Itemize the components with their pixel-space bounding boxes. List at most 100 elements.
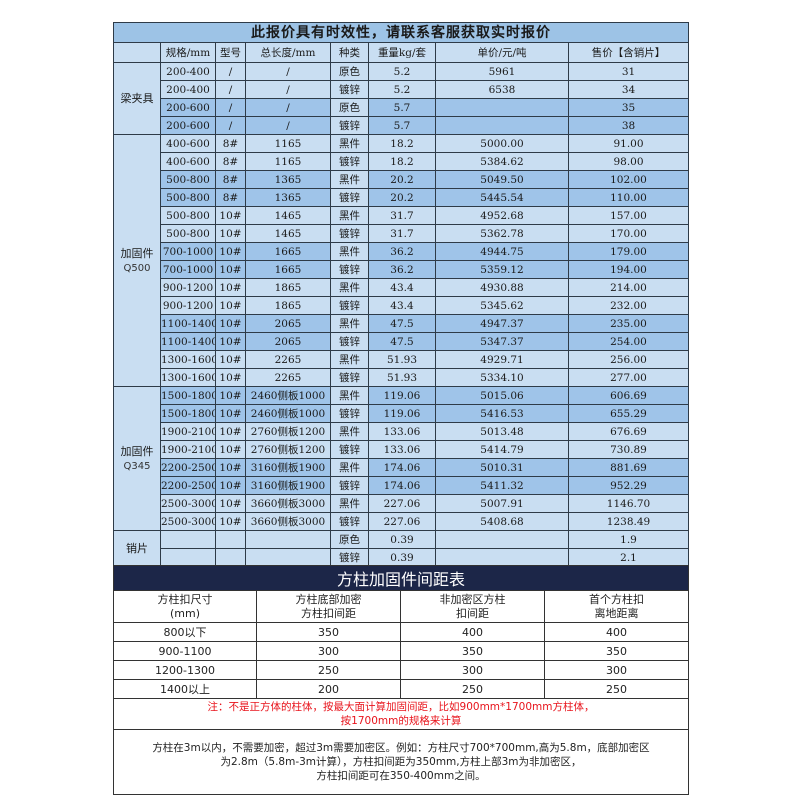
table-cell: 300 — [543, 660, 690, 680]
table-cell: 214.00 — [568, 278, 689, 297]
table-cell — [245, 530, 331, 549]
price-table-title: 此报价具有时效性，请联系客服获取实时报价 — [113, 22, 689, 43]
table-cell: / — [245, 62, 331, 81]
table-cell: 119.06 — [368, 404, 436, 423]
table-row: 1200-1300 250 300 300 — [113, 660, 690, 680]
note-line: 注：不是正方体的柱体，按最大面计算加固间距，比如900mm*1700mm方柱体， — [207, 701, 595, 713]
table-row: 2500-3000 10# 3660侧板3000 黑件 227.06 5007.91 114… — [114, 494, 689, 513]
table-cell — [435, 98, 569, 117]
table-cell: 3660侧板3000 — [245, 512, 331, 531]
table-cell: 170.00 — [568, 224, 689, 243]
table-cell: 镀锌 — [330, 440, 369, 459]
table-cell: 6538 — [435, 80, 569, 99]
table-cell: 1900-2100 — [160, 422, 216, 441]
table-cell: 277.00 — [568, 368, 689, 387]
table-cell: 1.9 — [568, 530, 689, 549]
table-row: 900-1200 10# 1865 黑件 43.4 4930.88 214.00 — [114, 278, 689, 297]
table-cell: 31.7 — [368, 224, 436, 243]
table-cell: 606.69 — [568, 386, 689, 405]
table-cell: 500-800 — [160, 224, 216, 243]
table-cell: 2265 — [245, 350, 331, 369]
explanation-line: 方柱扣间距可在350-400mm之间。 — [316, 770, 486, 782]
table-cell: 31.7 — [368, 206, 436, 225]
table-cell: 4952.68 — [435, 206, 569, 225]
table-cell — [435, 548, 569, 567]
table-cell: 254.00 — [568, 332, 689, 351]
table-cell: 5411.32 — [435, 476, 569, 495]
table-cell: 8# — [215, 152, 246, 171]
explanation-row: 方柱在3m以内，不需要加密，超过3m需要加密区。例如：方柱尺寸700*700mm… — [112, 729, 690, 795]
header-cell: 总长度/mm — [245, 42, 331, 63]
table-row: 1400以上 200 250 250 — [113, 679, 690, 699]
group-label: 销片 — [113, 530, 161, 567]
group-label: 加固件 Q500 — [113, 134, 161, 387]
table-row: 1500-1800 10# 2460侧板1000 镀锌 119.06 5416.53 655… — [114, 404, 689, 423]
table-cell: 2.1 — [568, 548, 689, 567]
table-cell: 1400以上 — [113, 679, 257, 699]
table-row: 700-1000 10# 1665 镀锌 36.2 5359.12 194.00 — [114, 260, 689, 279]
table-cell: 250 — [256, 660, 401, 680]
table-cell: 900-1100 — [113, 641, 257, 661]
table-cell: 3160侧板1900 — [245, 476, 331, 495]
table-cell: 91.00 — [568, 134, 689, 153]
table-cell: 2065 — [245, 314, 331, 333]
table-row: 800以下 350 400 400 — [113, 622, 690, 642]
table-cell: 5416.53 — [435, 404, 569, 423]
table-cell: 10# — [215, 440, 246, 459]
table-cell: 1165 — [245, 134, 331, 153]
table-cell: 157.00 — [568, 206, 689, 225]
table-cell: 655.29 — [568, 404, 689, 423]
table-cell: 250 — [543, 679, 690, 699]
table-cell: 5.7 — [368, 98, 436, 117]
table-cell: 4930.88 — [435, 278, 569, 297]
table-cell: 36.2 — [368, 260, 436, 279]
table-cell: 黑件 — [330, 494, 369, 513]
table-cell: 110.00 — [568, 188, 689, 207]
table-cell: 10# — [215, 422, 246, 441]
table-cell: 2460侧板1000 — [245, 404, 331, 423]
table-row: 1900-2100 10# 2760侧板1200 镀锌 133.06 5414.79 730… — [114, 440, 689, 459]
table-cell: 镀锌 — [330, 116, 369, 135]
header-cell: 规格/mm — [160, 42, 216, 63]
table-cell: 10# — [215, 278, 246, 297]
table-row: 加固件 Q345 1500-1800 10# 2460侧板1000 黑件 119.06 501… — [113, 386, 689, 531]
table-row: 1900-2100 10# 2760侧板1200 黑件 133.06 5013.48 676… — [114, 422, 689, 441]
table-cell: 镀锌 — [330, 548, 369, 567]
header-line: (mm) — [169, 606, 200, 620]
table-cell: 400 — [400, 622, 545, 642]
table-cell: 镀锌 — [330, 224, 369, 243]
table-cell: 4947.37 — [435, 314, 569, 333]
table-cell: 0.39 — [368, 548, 436, 567]
table-cell: 900-1200 — [160, 296, 216, 315]
table-cell: 10# — [215, 458, 246, 477]
table-cell: 原色 — [330, 530, 369, 549]
table-cell: 1465 — [245, 224, 331, 243]
table-cell: 730.89 — [568, 440, 689, 459]
table-cell: 黑件 — [330, 350, 369, 369]
table-cell: 5.2 — [368, 62, 436, 81]
table-cell: 1300-1600 — [160, 368, 216, 387]
table-cell: 98.00 — [568, 152, 689, 171]
table-cell — [160, 530, 216, 549]
table-row: 2200-2500 10# 3160侧板1900 黑件 174.06 5010.31 881… — [114, 458, 689, 477]
explanation-line: 为2.8m（5.8m-3m计算），方柱扣间距为350mm,方柱上部3m为非加密区… — [220, 756, 582, 768]
header-line: 首个方柱扣 — [589, 592, 644, 606]
table-cell: 5445.54 — [435, 188, 569, 207]
table-cell: 31 — [568, 62, 689, 81]
table-cell: 1865 — [245, 296, 331, 315]
table-cell: 1665 — [245, 260, 331, 279]
table-cell: 黑件 — [330, 422, 369, 441]
table-row: 梁夹具 200-400// 原色 5.2 5961 31 — [113, 62, 689, 135]
table-cell: 10# — [215, 404, 246, 423]
table-row: 200-600// 镀锌 5.7 38 — [114, 116, 689, 135]
table-cell: 5408.68 — [435, 512, 569, 531]
table-cell: 2200-2500 — [160, 476, 216, 495]
table-cell: 10# — [215, 368, 246, 387]
table-cell: 500-800 — [160, 188, 216, 207]
table-cell: 200-600 — [160, 116, 216, 135]
table-cell: 200-400 — [160, 80, 216, 99]
table-cell: 2760侧板1200 — [245, 422, 331, 441]
table-cell: 镀锌 — [330, 512, 369, 531]
table-cell: 10# — [215, 512, 246, 531]
table-cell: 10# — [215, 314, 246, 333]
